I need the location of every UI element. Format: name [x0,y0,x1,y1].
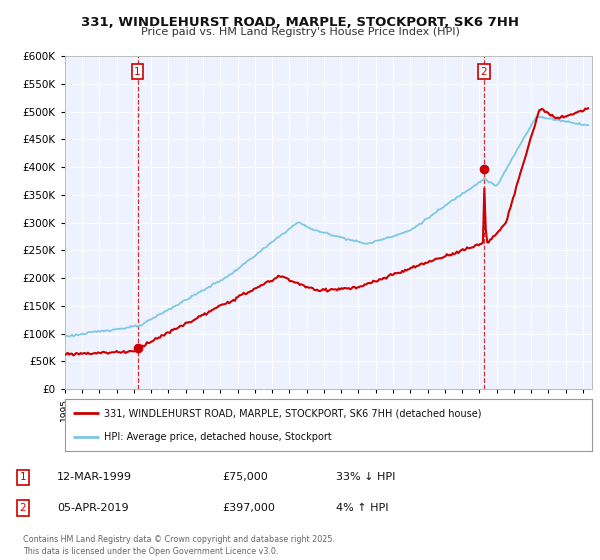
Text: 1: 1 [19,472,26,482]
Text: £75,000: £75,000 [222,472,268,482]
Text: HPI: Average price, detached house, Stockport: HPI: Average price, detached house, Stoc… [104,432,332,442]
Text: 2: 2 [481,67,487,77]
Text: Contains HM Land Registry data © Crown copyright and database right 2025.
This d: Contains HM Land Registry data © Crown c… [23,535,335,556]
Text: 1: 1 [134,67,141,77]
Text: 05-APR-2019: 05-APR-2019 [57,503,128,513]
Text: £397,000: £397,000 [222,503,275,513]
Text: 4% ↑ HPI: 4% ↑ HPI [336,503,389,513]
Text: 331, WINDLEHURST ROAD, MARPLE, STOCKPORT, SK6 7HH (detached house): 331, WINDLEHURST ROAD, MARPLE, STOCKPORT… [104,408,482,418]
Text: 331, WINDLEHURST ROAD, MARPLE, STOCKPORT, SK6 7HH: 331, WINDLEHURST ROAD, MARPLE, STOCKPORT… [81,16,519,29]
Text: 12-MAR-1999: 12-MAR-1999 [57,472,132,482]
Text: 33% ↓ HPI: 33% ↓ HPI [336,472,395,482]
Text: 2: 2 [19,503,26,513]
Text: Price paid vs. HM Land Registry's House Price Index (HPI): Price paid vs. HM Land Registry's House … [140,27,460,37]
